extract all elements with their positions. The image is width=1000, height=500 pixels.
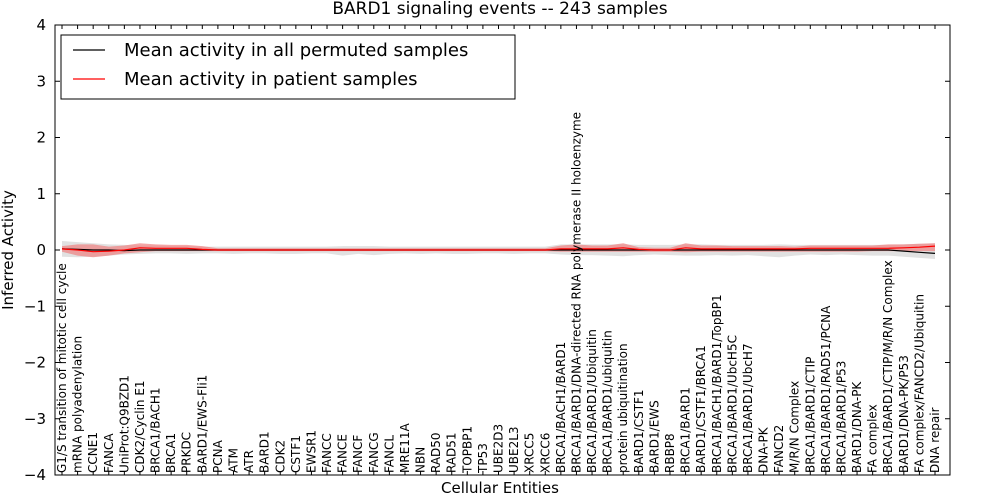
y-tick-label: −2: [24, 354, 46, 372]
x-tick-label: BRCA1/BARD1/DNA-directed RNA polymerase …: [569, 112, 583, 473]
x-tick-label: RAD50: [429, 432, 443, 473]
legend-label-patient: Mean activity in patient samples: [124, 69, 418, 90]
x-tick-label: BARD1: [258, 431, 272, 473]
series-lines: [61, 245, 936, 254]
x-tick-label: BRCA1: [164, 433, 178, 473]
x-tick-label: M/R/N Complex: [788, 381, 802, 473]
y-tick-label: 3: [36, 72, 46, 90]
x-tick-label: BRCA1/BARD1/CTIP: [803, 357, 817, 473]
x-tick-label: DNA-PK: [757, 426, 771, 473]
x-axis-label: Cellular Entities: [441, 479, 559, 497]
legend-label-permuted: Mean activity in all permuted samples: [124, 40, 468, 61]
x-tick-label: CDK2: [273, 440, 287, 473]
x-tick-label: UBE2D3: [492, 424, 506, 473]
x-tick-label: BARD1/EWS-Fli1: [195, 375, 209, 473]
x-tick-label: RAD51: [445, 432, 459, 473]
x-tick-label: FANCF: [351, 435, 365, 473]
x-tick-label: BRCA1/BARD1/RAD51/PCNA: [819, 305, 833, 473]
x-tick-label: RBBP8: [663, 433, 677, 473]
legend-box: [60, 34, 516, 100]
x-tick-label: FANCA: [102, 433, 116, 473]
x-tick-label: mRNA polyadenylation: [71, 336, 85, 473]
x-tick-label: BARD1/CSTF1: [632, 389, 646, 473]
x-tick-label: BRCA1/BARD1/UbcH7: [741, 343, 755, 473]
x-tick-label: BRCA1/BARD1/ubiquitin: [601, 330, 615, 473]
y-tick-label: −3: [24, 410, 46, 428]
x-ticks: [61, 25, 936, 475]
x-tick-label: EWSR1: [304, 430, 318, 473]
y-tick-label: −4: [24, 466, 46, 484]
x-tick-labels: G1/S transition of mitotic cell cycle mRN…: [55, 112, 942, 474]
x-tick-label: FANCG: [367, 432, 381, 473]
x-tick-label: BRCA1/BARD1: [679, 387, 693, 473]
x-tick-label: CCNE1: [86, 432, 100, 473]
x-tick-label: FANCL: [382, 435, 396, 473]
x-tick-label: BARD1/CSTF1/BRCA1: [694, 345, 708, 473]
x-tick-label: XRCC6: [538, 433, 552, 473]
x-tick-label: CSTF1: [289, 435, 303, 473]
x-tick-label: PRKDC: [180, 432, 194, 473]
x-tick-label: TP53: [476, 443, 490, 474]
x-tick-label: BRCA1/BACH1/BARD1: [554, 342, 568, 473]
x-tick-label: BRCA1/BACH1/BARD1/TopBP1: [710, 294, 724, 473]
x-tick-label: BRCA1/BARD1/P53: [835, 361, 849, 473]
x-tick-label: FA complex/FANCD2/Ubiquitin: [912, 294, 926, 473]
x-tick-label: FANCE: [336, 434, 350, 473]
legend: Mean activity in all permuted samples Me…: [60, 34, 516, 100]
x-tick-label: CDK2/Cyclin E1: [133, 380, 147, 473]
x-tick-label: UBE2L3: [507, 426, 521, 473]
x-tick-label: BARD1/DNA-PK/P53: [897, 355, 911, 473]
y-tick-label: 4: [36, 16, 46, 34]
x-tick-label: BARD1/EWS: [647, 400, 661, 473]
x-tick-label: BRCA1/BARD1/CTIP/M/R/N Complex: [881, 260, 895, 473]
x-tick-label: FA complex: [866, 404, 880, 473]
x-tick-label: TOPBP1: [460, 426, 474, 474]
x-tick-label: XRCC5: [523, 433, 537, 473]
y-tick-label: 2: [36, 129, 46, 147]
x-tick-label: FANCD2: [772, 425, 786, 473]
y-tick-label: 0: [36, 241, 46, 259]
x-tick-label: UniProt:Q9BZD1: [117, 375, 131, 473]
x-tick-label: PCNA: [211, 439, 225, 473]
x-tick-label: ATM: [227, 448, 241, 473]
chart-title: BARD1 signaling events -- 243 samples: [332, 0, 667, 19]
x-tick-label: G1/S transition of mitotic cell cycle: [55, 263, 69, 473]
y-axis-label: Inferred Activity: [0, 190, 17, 310]
series-line-patient: [61, 245, 936, 253]
x-tick-label: MRE11A: [398, 422, 412, 473]
x-tick-label: ATR: [242, 450, 256, 473]
y-tick-label: 1: [36, 185, 46, 203]
x-tick-label: FANCC: [320, 433, 334, 473]
x-tick-label: BRCA1/BARD1/UbcH5C: [725, 335, 739, 473]
x-tick-label: DNA repair: [928, 407, 942, 473]
x-tick-label: protein ubiquitination: [616, 343, 630, 473]
x-tick-label: BARD1/DNA-PK: [850, 381, 864, 473]
x-tick-label: BRCA1/BACH1: [149, 387, 163, 473]
plot-frame: [54, 24, 951, 476]
x-tick-label: NBN: [414, 447, 428, 473]
x-tick-label: BRCA1/BARD1/Ubiquitin: [585, 329, 599, 473]
y-tick-label: −1: [24, 297, 46, 315]
